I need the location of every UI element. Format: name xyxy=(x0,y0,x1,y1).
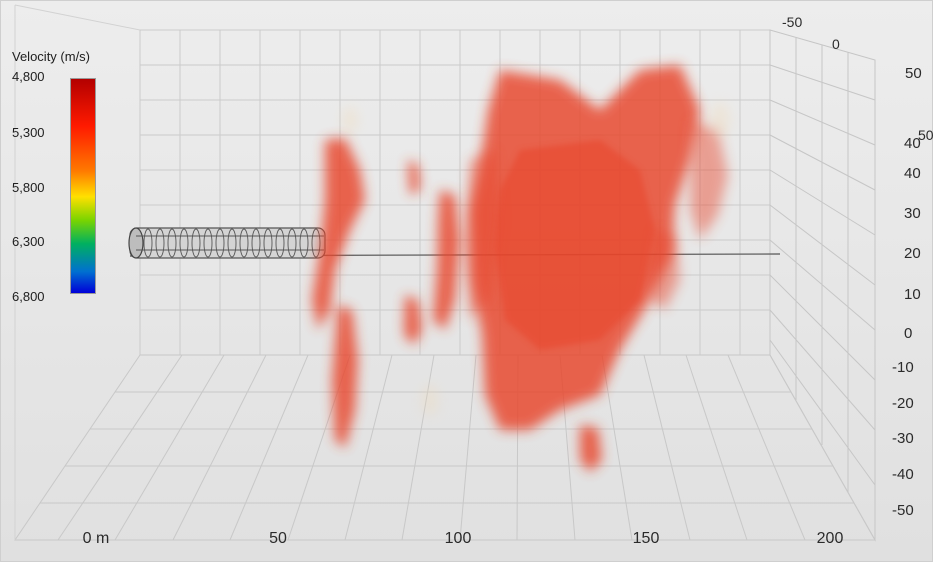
y-tick-label: -10 xyxy=(892,359,914,376)
legend-tick-label: 5,300 xyxy=(12,125,45,140)
floor-grid xyxy=(14,354,876,541)
y-tick-label: -20 xyxy=(892,395,914,412)
z-tick-label: 50 xyxy=(905,65,922,82)
legend-title: Velocity (m/s) xyxy=(12,49,91,64)
legend-tick-label: 6,300 xyxy=(12,234,45,249)
y-tick-label: -40 xyxy=(892,466,914,483)
velocity-anomaly-volume xyxy=(312,65,728,472)
legend-tick-label: 5,800 xyxy=(12,180,45,195)
y-tick-label: -50 xyxy=(892,502,914,519)
borehole-tool-mesh xyxy=(128,227,326,259)
y-tick-label: 40 xyxy=(904,135,921,152)
x-tick-label: 150 xyxy=(632,530,660,547)
y-tick-label: 40 xyxy=(904,165,921,182)
x-tick-label: 50 xyxy=(269,530,287,547)
legend-tick-label: 4,800 xyxy=(12,69,45,84)
legend-colorbar xyxy=(70,78,96,294)
y-tick-label: 0 xyxy=(904,325,913,342)
y-tick-label: -30 xyxy=(892,430,914,447)
x-tick-label: 0 m xyxy=(82,530,110,547)
z-tick-label: 0 xyxy=(832,36,840,52)
right-wall-grid xyxy=(769,29,876,542)
x-tick-label: 100 xyxy=(444,530,472,547)
legend-tick-label: 6,800 xyxy=(12,289,45,304)
x-tick-label: 200 xyxy=(816,530,844,547)
y-tick-label: 10 xyxy=(904,286,921,303)
y-tick-label: 20 xyxy=(904,245,921,262)
left-wall-grid xyxy=(14,4,141,540)
low-velocity-halo xyxy=(342,102,730,416)
z-tick-label: -50 xyxy=(782,14,803,30)
y-tick-label: 30 xyxy=(904,205,921,222)
z-tick-label: 50 xyxy=(918,127,933,143)
